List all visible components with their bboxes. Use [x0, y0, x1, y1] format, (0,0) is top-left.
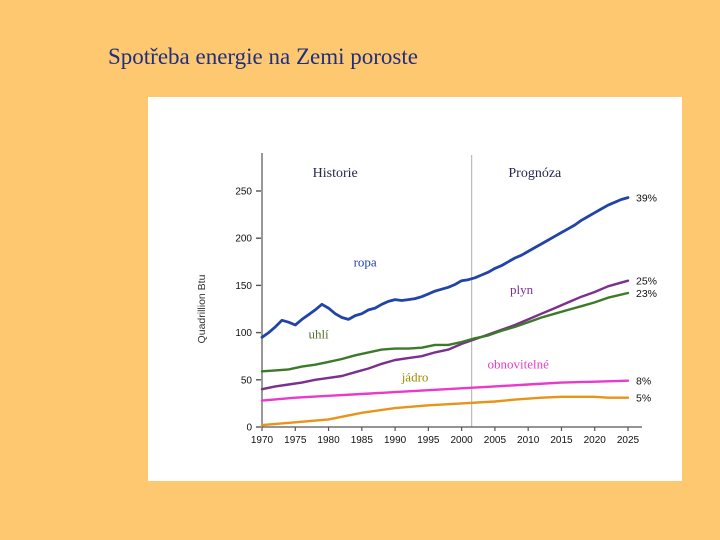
x-tick-label: 1970 [251, 435, 274, 446]
series-label-obnovitelne: obnovitelné [488, 356, 550, 371]
series-end-label-plyn: 25% [636, 276, 657, 288]
y-axis-title: Quadrillion Btu [196, 274, 208, 343]
x-tick-label: 2015 [550, 435, 573, 446]
x-tick-label: 1995 [417, 435, 440, 446]
slide-title: Spotřeba energie na Zemi poroste [108, 44, 418, 69]
y-tick-label: 250 [235, 187, 252, 198]
y-tick-label: 200 [235, 234, 252, 245]
x-tick-label: 1985 [351, 435, 374, 446]
y-tick-label: 0 [246, 423, 252, 434]
x-tick-label: 1980 [317, 435, 340, 446]
series-end-label-obnovitelne: 8% [636, 376, 651, 388]
y-tick-label: 100 [235, 328, 252, 339]
x-tick-label: 2020 [584, 435, 607, 446]
history-header: Historie [313, 166, 358, 181]
energy-consumption-chart: 0 50 100 150 200 250 1970 1975 1980 1985 1990 1995 2… [196, 153, 657, 446]
y-tick-label: 50 [241, 375, 253, 386]
series-line-ropa [260, 196, 630, 339]
x-tick-label: 2005 [484, 435, 507, 446]
series-line-obnovitelne [260, 379, 630, 402]
series-end-label-jadro: 5% [636, 393, 651, 405]
series-label-plyn: plyn [510, 282, 534, 297]
x-tick-label: 2000 [451, 435, 474, 446]
y-tick-label: 150 [235, 281, 252, 292]
series-label-uhli: uhlí [308, 326, 329, 341]
series-line-plyn [260, 279, 630, 391]
x-tick-label: 1975 [284, 435, 307, 446]
series-line-uhli [260, 291, 630, 373]
x-tick-label: 2025 [617, 435, 640, 446]
series-end-label-ropa: 39% [636, 193, 657, 205]
series-end-label-uhli: 23% [636, 288, 657, 300]
forecast-header: Prognóza [508, 166, 562, 181]
series-label-jadro: jádro [401, 370, 429, 385]
x-tick-label: 2010 [517, 435, 540, 446]
chart-panel: 0 50 100 150 200 250 1970 1975 1980 1985 1990 1995 2… [148, 97, 682, 481]
series-line-jadro [260, 395, 630, 427]
x-tick-label: 1990 [384, 435, 407, 446]
series-label-ropa: ropa [354, 255, 377, 270]
